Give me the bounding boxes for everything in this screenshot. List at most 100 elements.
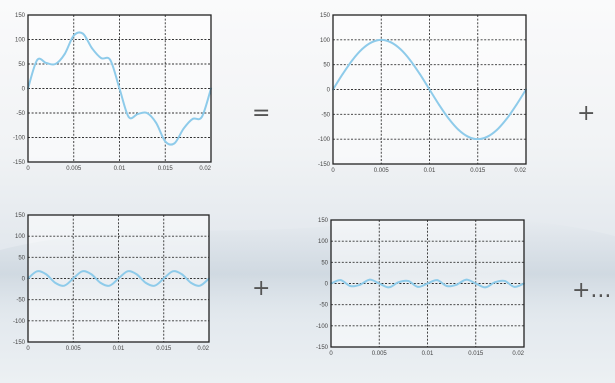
data-point (505, 117, 508, 120)
y-tick-label: -150 (13, 340, 26, 346)
data-point (144, 281, 147, 284)
y-tick-label: -100 (318, 137, 331, 143)
y-tick-label: 50 (323, 63, 330, 69)
y-tick-label: -50 (16, 111, 25, 117)
data-point (155, 121, 158, 124)
data-point (388, 286, 390, 289)
y-tick-label: 150 (320, 13, 331, 19)
data-point (126, 270, 129, 273)
x-tick-label: 0 (26, 346, 30, 352)
plus-ellipsis-sign: +... (572, 278, 612, 303)
data-point (397, 281, 400, 284)
y-tick-label: -100 (13, 136, 26, 142)
y-tick-label: 0 (22, 87, 26, 93)
data-point (349, 285, 352, 287)
data-point (190, 281, 192, 284)
y-tick-label: -150 (316, 345, 329, 351)
data-point (117, 277, 120, 280)
data-point (180, 273, 183, 276)
x-tick-label: 0 (329, 351, 333, 357)
data-point (341, 73, 344, 75)
data-point (418, 73, 421, 75)
x-tick-label: 0.01 (424, 168, 436, 174)
y-tick-label: -50 (319, 303, 328, 309)
data-point (162, 277, 165, 280)
y-tick-label: -150 (318, 162, 331, 168)
y-tick-label: 100 (320, 38, 331, 44)
y-tick-label: 0 (22, 277, 26, 283)
data-point (135, 273, 138, 276)
x-tick-label: 0.005 (374, 168, 390, 174)
x-tick-label: 0.02 (197, 346, 209, 352)
x-tick-label: 0 (331, 168, 335, 174)
plus-sign-2: + (252, 276, 271, 301)
equals-sign: = (252, 101, 271, 126)
data-point (438, 104, 441, 106)
data-point (361, 48, 363, 51)
y-tick-label: 50 (18, 62, 25, 68)
data-point (99, 281, 102, 284)
y-tick-label: 100 (15, 234, 26, 240)
data-point (351, 59, 354, 62)
y-tick-label: -50 (321, 112, 330, 118)
x-tick-label: 0.005 (66, 166, 82, 172)
x-tick-label: 0.015 (470, 168, 486, 174)
data-point (467, 135, 469, 138)
data-point (474, 282, 477, 285)
y-tick-label: 0 (327, 88, 331, 94)
axes-frame (27, 214, 210, 343)
data-point (91, 47, 93, 50)
data-point (486, 135, 489, 138)
data-point (409, 59, 412, 62)
data-point (136, 113, 139, 115)
y-tick-label: 150 (15, 13, 26, 19)
data-point (36, 59, 39, 61)
data-point (378, 282, 381, 285)
x-tick-label: 0.015 (156, 346, 172, 352)
data-point (182, 127, 185, 130)
data-point (146, 112, 148, 114)
y-tick-label: 100 (15, 38, 26, 44)
data-point (100, 57, 103, 60)
y-tick-label: -50 (16, 298, 25, 304)
data-point (171, 270, 174, 273)
x-tick-label: 0.02 (199, 166, 211, 172)
y-tick-label: 0 (325, 282, 329, 288)
data-point (108, 284, 111, 287)
data-point (359, 283, 361, 286)
x-tick-label: 0.015 (468, 351, 484, 357)
data-point (54, 63, 57, 65)
data-point (513, 285, 516, 288)
y-tick-label: -100 (316, 324, 329, 330)
data-point (416, 285, 419, 288)
data-point (515, 104, 518, 106)
data-point (457, 128, 460, 131)
axes-frame (332, 14, 527, 165)
data-point (445, 285, 448, 287)
x-tick-label: 0.005 (66, 346, 82, 352)
y-tick-label: -100 (13, 319, 26, 325)
data-point (173, 142, 176, 145)
data-point (72, 34, 75, 37)
data-point (465, 278, 467, 281)
data-point (118, 87, 121, 90)
data-point (476, 138, 479, 141)
data-point (426, 282, 429, 285)
y-tick-label: 50 (321, 260, 328, 266)
data-point (380, 38, 383, 41)
x-tick-label: 0.02 (514, 168, 526, 174)
y-tick-label: -150 (13, 160, 26, 166)
data-point (494, 281, 496, 284)
data-point (200, 116, 203, 118)
data-point (428, 88, 431, 91)
x-tick-label: 0.02 (512, 351, 524, 357)
data-point (407, 280, 410, 282)
y-tick-label: 50 (18, 255, 25, 261)
y-tick-label: 150 (15, 213, 26, 219)
data-point (436, 279, 439, 282)
